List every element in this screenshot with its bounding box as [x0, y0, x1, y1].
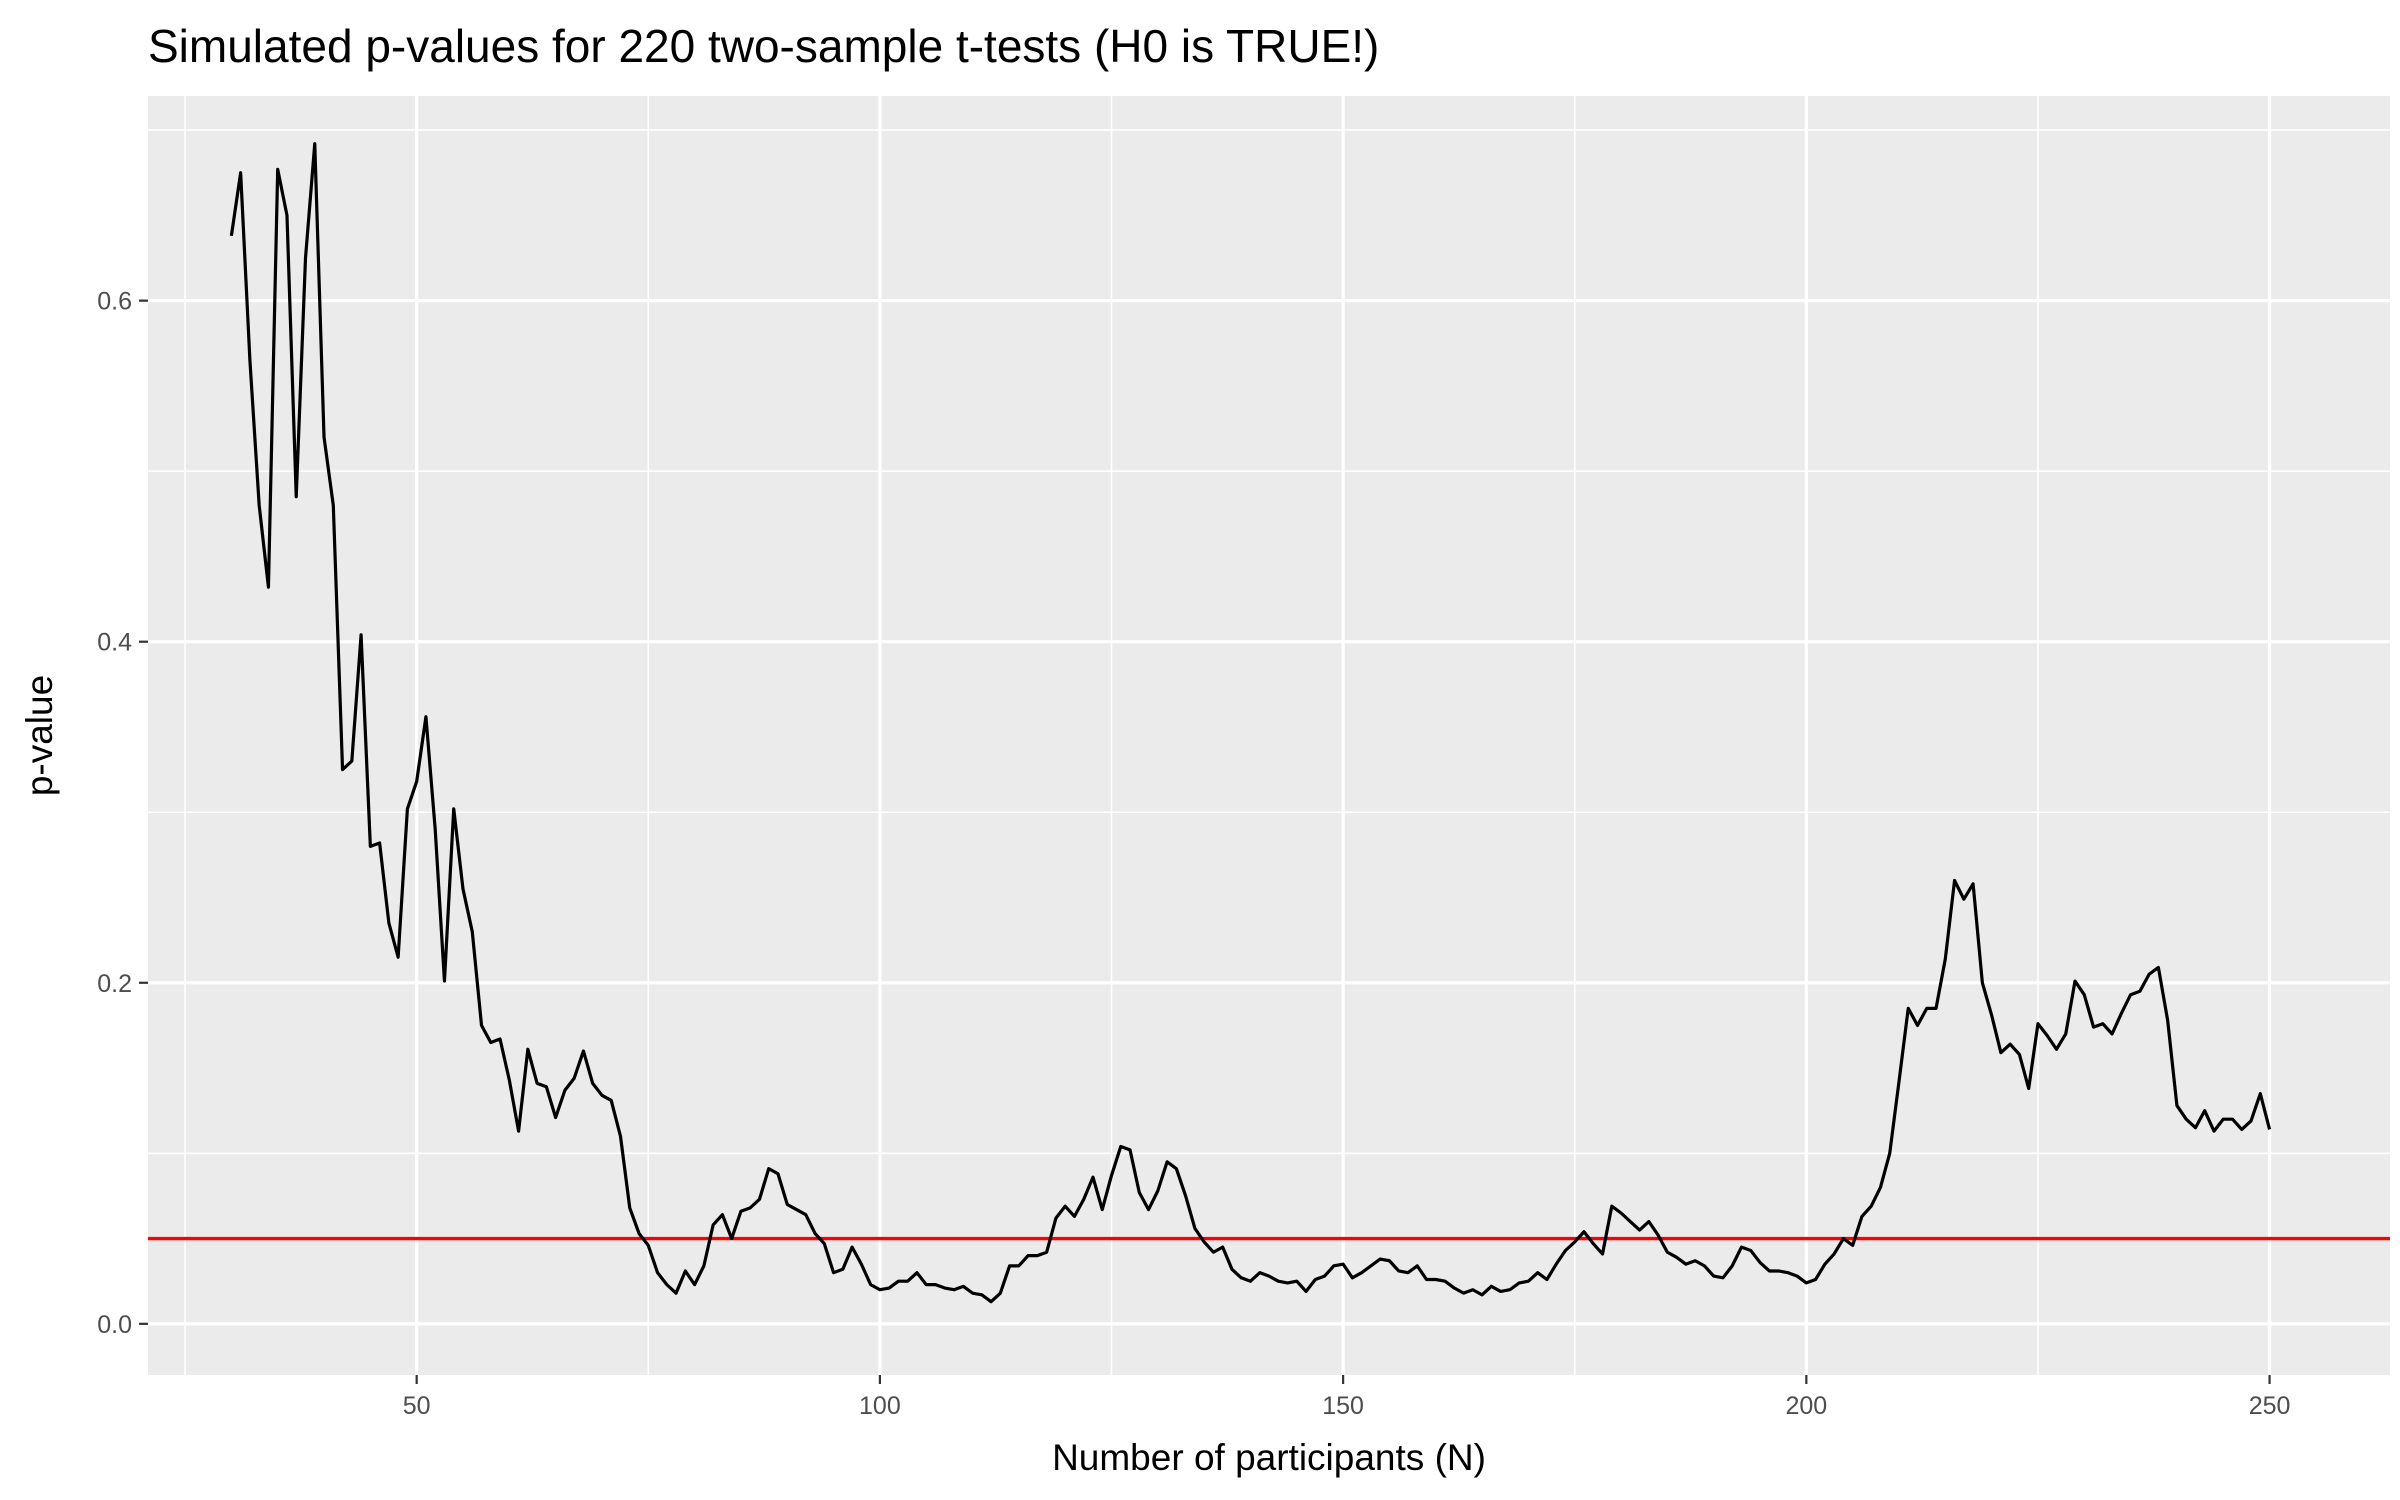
major-gridlines	[148, 96, 2390, 1375]
x-tick-label: 250	[2249, 1392, 2291, 1420]
minor-gridlines	[148, 96, 2390, 1375]
y-tick-label: 0.2	[97, 970, 132, 998]
p-value-series-line	[229, 142, 2272, 1304]
plot-panel	[148, 96, 2390, 1375]
y-axis-ticks: 0.0 0.2 0.4 0.6	[97, 288, 148, 1339]
y-tick-label: 0.4	[97, 629, 132, 657]
chart-title: Simulated p-values for 220 two-sample t-…	[148, 20, 1379, 72]
x-axis-title: Number of participants (N)	[1052, 1437, 1486, 1478]
x-tick-label: 150	[1322, 1392, 1364, 1420]
x-tick-label: 100	[859, 1392, 901, 1420]
y-tick-label: 0.0	[97, 1311, 132, 1339]
y-tick-label: 0.6	[97, 288, 132, 316]
x-tick-label: 50	[403, 1392, 431, 1420]
x-axis-ticks: 50 100 150 200 250	[403, 1375, 2291, 1420]
x-tick-label: 200	[1785, 1392, 1827, 1420]
y-axis-title: p-value	[19, 675, 60, 796]
